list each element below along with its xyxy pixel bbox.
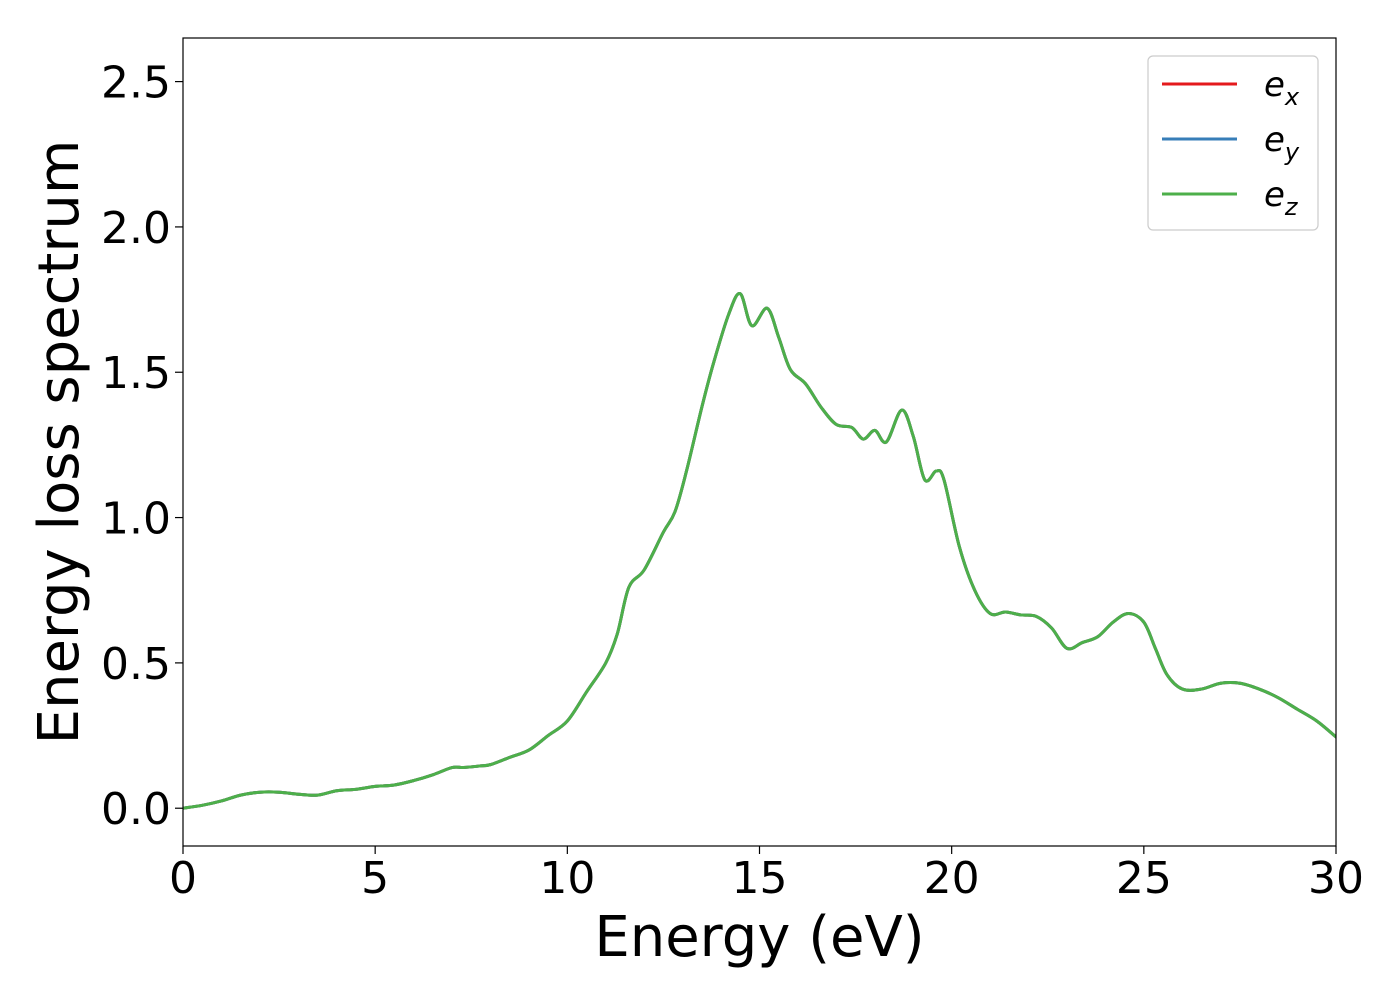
series-line-e-x bbox=[183, 292, 1336, 810]
legend-label-y: ey bbox=[1264, 120, 1300, 166]
x-tick-label: 0 bbox=[169, 853, 197, 904]
y-tick-label: 2.0 bbox=[101, 203, 171, 254]
x-tick-label: 30 bbox=[1308, 853, 1364, 904]
ticks-layer: 0 5 10 15 20 25 30 0.0 0.5 1.0 1.5 2.0 2.5 bbox=[101, 58, 1364, 904]
x-tick-label: 20 bbox=[924, 853, 980, 904]
y-tick-label: 1.0 bbox=[101, 494, 171, 545]
legend-label-x: ex bbox=[1264, 65, 1300, 111]
legend: ex ey ez bbox=[1147, 55, 1319, 231]
y-tick-label: 2.5 bbox=[101, 58, 171, 109]
legend-box bbox=[1147, 55, 1319, 231]
x-axis-title: Energy (eV) bbox=[594, 905, 924, 970]
x-tick-label: 10 bbox=[539, 853, 595, 904]
x-tick-label: 15 bbox=[732, 853, 788, 904]
y-axis-title: Energy loss spectrum bbox=[27, 140, 92, 745]
legend-label-z: ez bbox=[1264, 175, 1299, 221]
series-line-e-z bbox=[183, 292, 1336, 810]
y-tick-label: 0.5 bbox=[101, 639, 171, 690]
x-tick-label: 25 bbox=[1116, 853, 1172, 904]
y-tick-label: 0.0 bbox=[101, 784, 171, 835]
series-layer bbox=[183, 292, 1336, 810]
x-tick-label: 5 bbox=[361, 853, 389, 904]
series-line-e-y bbox=[183, 292, 1336, 810]
y-tick-label: 1.5 bbox=[101, 348, 171, 399]
